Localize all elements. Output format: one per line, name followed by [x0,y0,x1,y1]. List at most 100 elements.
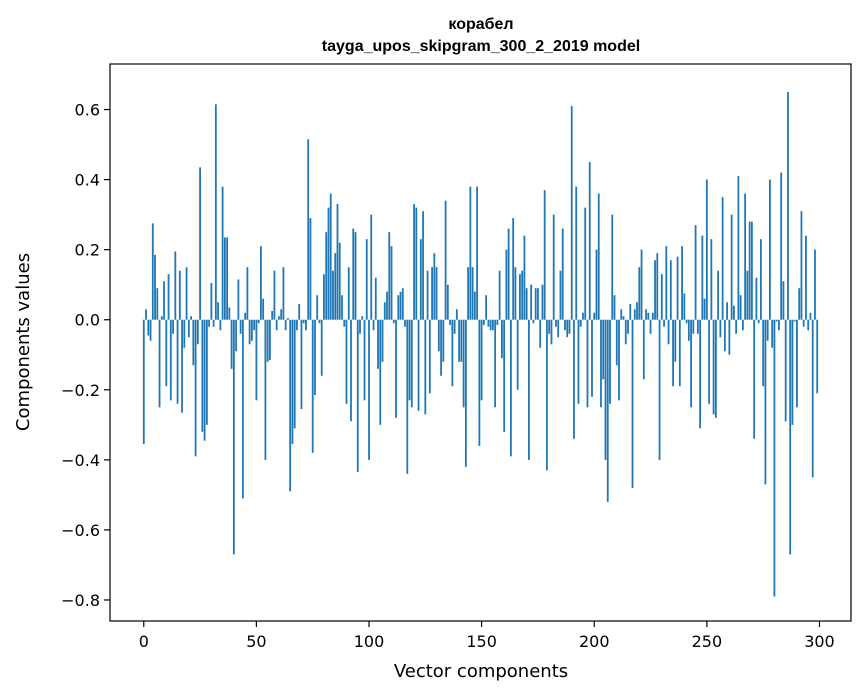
bar [811,319,814,478]
bar [674,319,677,362]
bar [699,319,701,429]
bar [431,267,433,320]
bar [714,319,717,418]
bar [523,235,526,320]
bar [683,293,686,320]
bar [172,319,174,334]
bar [257,319,260,324]
bar [404,319,406,327]
bars [142,92,819,597]
bar [287,317,289,320]
y-axis-label: Components values [13,253,34,431]
bar [784,319,787,422]
bar [395,319,397,418]
bar [372,319,375,331]
bar [557,319,560,338]
bar [496,319,499,325]
x-axis-label: Vector components [394,661,568,682]
bar [649,319,652,334]
bar [507,228,510,320]
bar [365,239,368,320]
bar [167,274,170,320]
bar [370,214,373,320]
x-tick-label: 250 [692,632,723,651]
bar [379,319,382,425]
bar [647,312,650,320]
bar [703,298,706,320]
bar [487,319,490,327]
bar [226,237,229,320]
bar [410,319,413,408]
bar [622,316,625,320]
bar [390,246,393,320]
bar [582,312,584,320]
bar [548,319,551,334]
x-tick-label: 150 [466,632,497,651]
bar [332,270,334,320]
bar [464,319,467,467]
y-tick-label: 0.0 [75,311,100,330]
bar [694,225,697,320]
bar [318,319,321,324]
bar [577,319,580,404]
bar [609,319,611,404]
bar [741,319,744,331]
bar [176,319,179,404]
bar [775,319,778,322]
bar [764,319,767,485]
bar [676,256,679,320]
bar [323,274,325,320]
bar [814,249,816,320]
bar [681,246,683,320]
bar [228,307,231,320]
bar [494,319,497,408]
bar [187,319,190,338]
bar [253,319,256,331]
bar [291,319,294,445]
bar [190,316,192,320]
bar [442,319,445,362]
bar [505,249,508,320]
bar [341,295,343,320]
bar [359,319,361,334]
bar [151,223,154,320]
bar [787,92,789,320]
x-tick-label: 300 [804,632,835,651]
bar [751,221,753,320]
bar [611,214,614,320]
bar [471,267,474,320]
bar [212,319,215,327]
y-tick-label: 0.2 [75,241,100,260]
bar [485,295,488,320]
bar [717,270,720,320]
bar [296,319,298,331]
chart-title-line-2: tayga_upos_skipgram_300_2_2019 model [322,38,640,55]
bar [678,319,681,387]
bar [482,319,485,325]
bar [149,319,152,341]
bar [397,295,400,320]
bar [210,282,213,320]
bar [271,310,274,320]
bar [284,319,287,331]
bar [347,267,350,320]
x-axis-ticks: 0 50 100 150 200 250 300 [139,621,835,651]
bar [221,186,224,320]
y-axis-ticks: −0.8 −0.6 −0.4 −0.2 0.0 0.2 0.4 0.6 [61,101,110,610]
bar [602,319,605,380]
bar [687,319,690,341]
bar [244,312,247,320]
bar [163,281,165,320]
bar [753,319,756,439]
bar [476,186,479,320]
bar [473,291,476,320]
bar [712,319,715,415]
bar [273,270,276,320]
bar [194,319,197,457]
bar [356,319,359,473]
bar [566,319,569,338]
bar [728,319,731,355]
bar [525,288,528,320]
bar [685,319,688,324]
